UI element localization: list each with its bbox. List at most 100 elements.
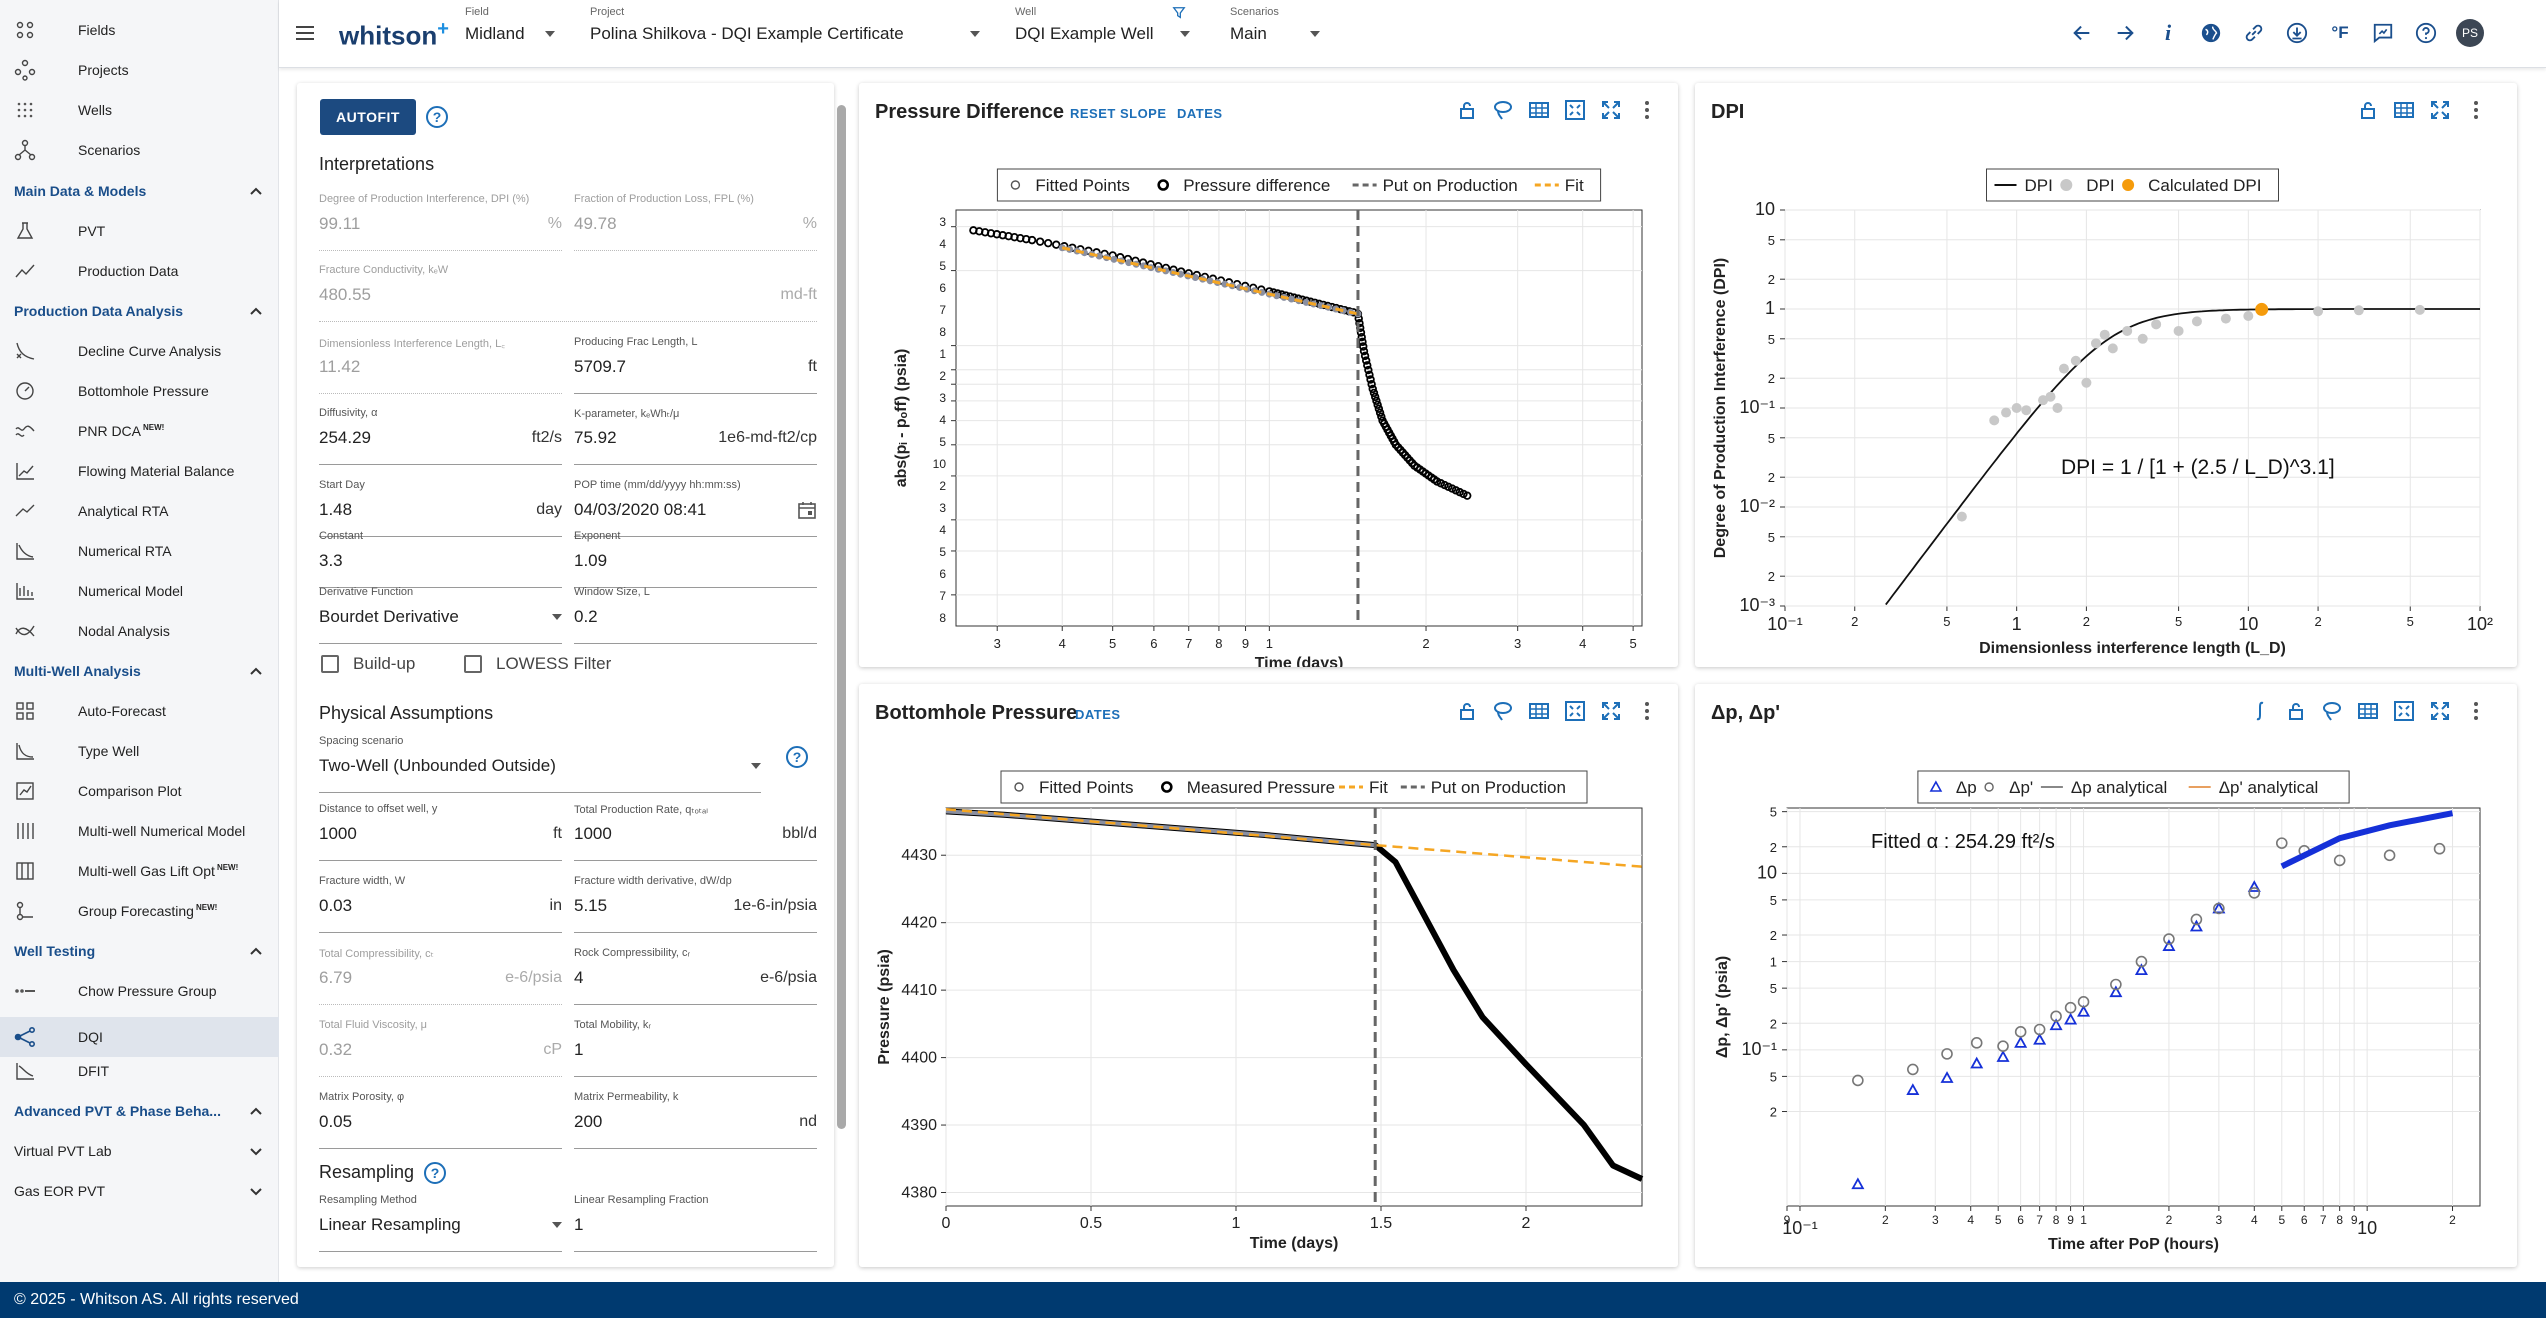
buildup-checkbox[interactable]: Build-up	[321, 654, 415, 674]
autoscale-icon[interactable]	[2393, 700, 2415, 722]
filter-icon[interactable]	[1172, 6, 1186, 25]
fracture-width-derivative-input[interactable]: Fracture width derivative, dW/dp 5.15 1e-6…	[574, 875, 817, 933]
k-parameter-input[interactable]: K-parameter, kₑWhₜ/μ 75.92 1e6-md-ft2/cp	[574, 407, 817, 465]
sidebar-section-well-testing[interactable]: Well Testing	[14, 937, 264, 965]
panel-scrollbar[interactable]	[834, 83, 850, 1267]
well-select[interactable]: Well DQI Example Well	[1015, 6, 1190, 44]
resampling-fraction-input[interactable]: Linear Resampling Fraction 1	[574, 1194, 817, 1252]
sidebar-item-analytical-rta[interactable]: Analytical RTA	[14, 497, 169, 525]
spacing-scenario-select[interactable]: Spacing scenario Two-Well (Unbounded Outs…	[319, 735, 761, 793]
checkbox-box[interactable]	[464, 655, 482, 673]
more-vert-icon[interactable]	[1636, 700, 1658, 722]
sidebar-item-type-well[interactable]: Type Well	[14, 737, 139, 765]
total-rate-input[interactable]: Total Production Rate, qₜₒₜₐₗ 1000 bbl/d	[574, 803, 817, 861]
sidebar-item-projects[interactable]: Projects	[14, 56, 129, 84]
whitson-logo[interactable]: whitson+	[339, 18, 449, 52]
dates-button[interactable]: DATES	[1177, 106, 1223, 121]
sidebar-item-dqi[interactable]: DQI	[0, 1017, 279, 1057]
resampling-method-select[interactable]: Resampling Method Linear Resampling	[319, 1194, 562, 1252]
checkbox-box[interactable]	[321, 655, 339, 673]
help-icon[interactable]: ?	[424, 1162, 446, 1184]
sidebar-item-group-forecasting[interactable]: Group Forecasting NEW!	[14, 897, 217, 925]
link-icon[interactable]	[2241, 20, 2267, 46]
start-day-input[interactable]: Start Day 1.48 day	[319, 479, 562, 537]
help-icon[interactable]: ?	[786, 746, 808, 768]
sidebar-item-auto-forecast[interactable]: Auto-Forecast	[14, 697, 166, 725]
field-select[interactable]: Field Midland	[465, 6, 555, 44]
matrix-permeability-input[interactable]: Matrix Permeability, k 200 nd	[574, 1091, 817, 1149]
sidebar-item-production-data[interactable]: Production Data	[14, 257, 178, 285]
table-icon[interactable]	[1528, 700, 1550, 722]
sidebar-item-numerical-model[interactable]: Numerical Model	[14, 577, 183, 605]
sidebar-item-dfit[interactable]: DFIT	[14, 1057, 109, 1085]
matrix-porosity-input[interactable]: Matrix Porosity, φ 0.05	[319, 1091, 562, 1149]
info-icon[interactable]: i	[2164, 20, 2172, 45]
globe-icon[interactable]	[2198, 20, 2224, 46]
lock-open-icon[interactable]	[2285, 700, 2307, 722]
sidebar-item-bhp[interactable]: Bottomhole Pressure	[14, 377, 209, 405]
frac-length-input[interactable]: Producing Frac Length, L 5709.7 ft	[574, 336, 817, 394]
pop-time-input[interactable]: POP time (mm/dd/yyyy hh:mm:ss) 04/03/2020…	[574, 479, 817, 537]
sidebar-item-dca[interactable]: Decline Curve Analysis	[14, 337, 221, 365]
lowess-checkbox[interactable]: LOWESS Filter	[464, 654, 611, 674]
more-vert-icon[interactable]	[2465, 99, 2487, 121]
sidebar-item-numerical-rta[interactable]: Numerical RTA	[14, 537, 172, 565]
exponent-input[interactable]: Exponent 1.09	[574, 530, 817, 588]
lasso-icon[interactable]	[1492, 700, 1514, 722]
sidebar-item-scenarios[interactable]: Scenarios	[14, 136, 140, 164]
units-fahrenheit-icon[interactable]: °F	[2331, 23, 2349, 42]
sidebar-item-fields[interactable]: Fields	[14, 16, 115, 44]
calendar-icon[interactable]	[797, 500, 817, 520]
autoscale-icon[interactable]	[1564, 99, 1586, 121]
diffusivity-input[interactable]: Diffusivity, α 254.29 ft2/s	[319, 407, 562, 465]
help-icon[interactable]: ?	[426, 106, 448, 128]
sidebar-item-wells[interactable]: Wells	[14, 96, 112, 124]
sidebar-section-main-data[interactable]: Main Data & Models	[14, 177, 264, 205]
project-select[interactable]: Project Polina Shilkova - DQI Example Ce…	[590, 6, 980, 44]
table-icon[interactable]	[2393, 99, 2415, 121]
sidebar-item-nodal[interactable]: Nodal Analysis	[14, 617, 170, 645]
sidebar-item-pvt[interactable]: PVT	[14, 217, 105, 245]
rock-compressibility-input[interactable]: Rock Compressibility, cᵣ 4 e-6/psia	[574, 947, 817, 1005]
dates-button[interactable]: DATES	[1075, 707, 1121, 722]
fullscreen-icon[interactable]	[1600, 700, 1622, 722]
back-icon[interactable]	[2069, 20, 2095, 46]
lasso-icon[interactable]	[1492, 99, 1514, 121]
scenarios-select[interactable]: Scenarios Main	[1230, 6, 1320, 44]
autofit-button[interactable]: AUTOFIT	[320, 99, 416, 135]
fullscreen-icon[interactable]	[2429, 700, 2451, 722]
fullscreen-icon[interactable]	[1600, 99, 1622, 121]
sidebar-item-gas-eor-pvt[interactable]: Gas EOR PVT	[14, 1177, 264, 1205]
sidebar-item-comparison-plot[interactable]: Comparison Plot	[14, 777, 182, 805]
scrollbar-thumb[interactable]	[837, 105, 846, 1129]
lock-open-icon[interactable]	[1456, 700, 1478, 722]
sidebar-section-advanced-pvt[interactable]: Advanced PVT & Phase Beha...	[14, 1097, 264, 1125]
more-vert-icon[interactable]	[2465, 700, 2487, 722]
distance-input[interactable]: Distance to offset well, y 1000 ft	[319, 803, 562, 861]
sidebar-section-pda[interactable]: Production Data Analysis	[14, 297, 264, 325]
lock-open-icon[interactable]	[2357, 99, 2379, 121]
reset-slope-button[interactable]: RESET SLOPE	[1070, 106, 1167, 121]
help-icon[interactable]	[2413, 20, 2439, 46]
integral-icon[interactable]	[2249, 700, 2271, 722]
menu-icon[interactable]	[294, 22, 316, 44]
lock-open-icon[interactable]	[1456, 99, 1478, 121]
more-vert-icon[interactable]	[1636, 99, 1658, 121]
fracture-width-input[interactable]: Fracture width, W 0.03 in	[319, 875, 562, 933]
table-icon[interactable]	[1528, 99, 1550, 121]
forward-icon[interactable]	[2112, 20, 2138, 46]
sidebar-item-fmb[interactable]: Flowing Material Balance	[14, 457, 234, 485]
table-icon[interactable]	[2357, 700, 2379, 722]
window-size-input[interactable]: Window Size, L 0.2	[574, 586, 817, 644]
avatar[interactable]: PS	[2456, 19, 2484, 47]
derivative-function-select[interactable]: Derivative Function Bourdet Derivative	[319, 586, 562, 644]
sidebar-item-chow[interactable]: Chow Pressure Group	[14, 977, 217, 1005]
sidebar-section-multiwell[interactable]: Multi-Well Analysis	[14, 657, 264, 685]
lasso-icon[interactable]	[2321, 700, 2343, 722]
autoscale-icon[interactable]	[1564, 700, 1586, 722]
constant-input[interactable]: Constant 3.3	[319, 530, 562, 588]
feedback-icon[interactable]	[2370, 20, 2396, 46]
fullscreen-icon[interactable]	[2429, 99, 2451, 121]
sidebar-item-pnr-dca[interactable]: PNR DCA NEW!	[14, 417, 164, 445]
download-icon[interactable]	[2284, 20, 2310, 46]
